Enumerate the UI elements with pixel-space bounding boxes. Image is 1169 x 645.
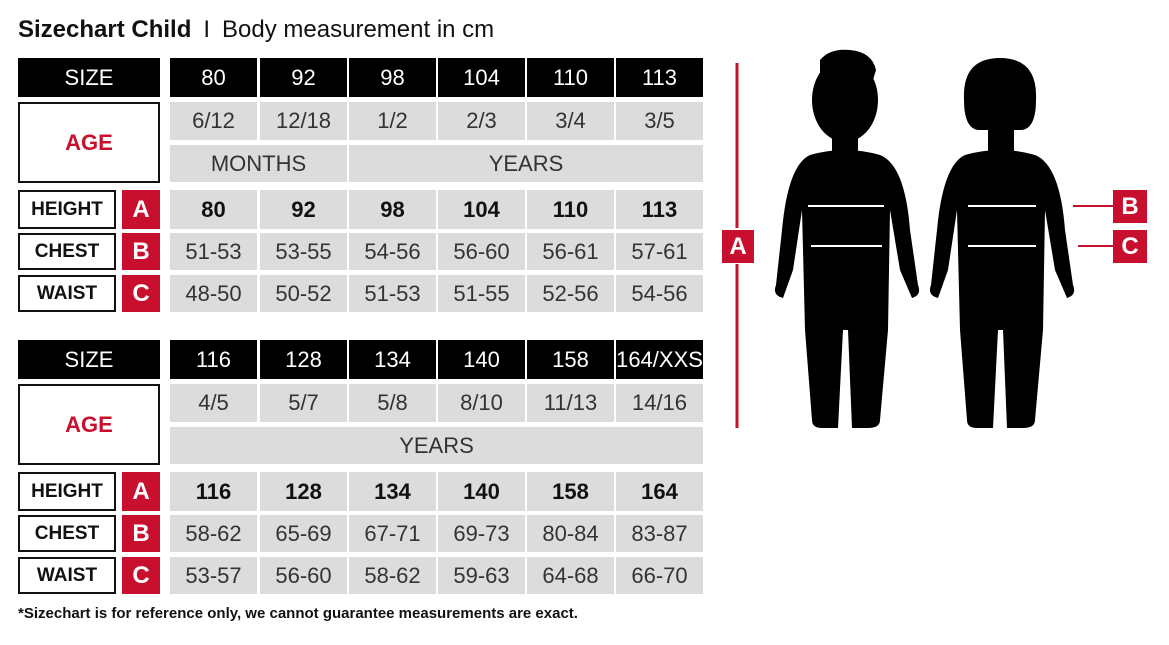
size-cell: 128: [260, 340, 347, 379]
size-cell: 104: [438, 58, 525, 97]
waist-cell: 64-68: [527, 557, 614, 594]
age-cell: 6/12: [170, 102, 257, 140]
footnote: *Sizechart is for reference only, we can…: [18, 605, 578, 622]
height-cell: 104: [438, 190, 525, 229]
size-cell: 116: [170, 340, 257, 379]
chest-cell: 53-55: [260, 233, 347, 270]
waist-label: WAIST: [18, 275, 116, 312]
height-marker-a: A: [122, 190, 160, 229]
age-cell: 3/5: [616, 102, 703, 140]
chest-cell: 57-61: [616, 233, 703, 270]
chest-label: CHEST: [18, 515, 116, 552]
chest-cell: 65-69: [260, 515, 347, 552]
height-cell: 92: [260, 190, 347, 229]
height-marker-a: A: [722, 230, 754, 263]
height-cell: 116: [170, 472, 257, 511]
chest-marker-b: B: [1113, 190, 1147, 223]
title-main: Sizechart Child: [18, 16, 192, 43]
size-cell: 113: [616, 58, 703, 97]
age-cell: 14/16: [616, 384, 703, 422]
size-label: SIZE: [18, 58, 160, 97]
age-cell: 11/13: [527, 384, 614, 422]
age-unit-cell: YEARS: [170, 427, 703, 464]
girl-silhouette-icon: [929, 58, 1075, 428]
age-unit-cell: MONTHS: [170, 145, 347, 182]
size-cell: 92: [260, 58, 347, 97]
title-subtitle: Body measurement in cm: [222, 16, 495, 43]
height-label: HEIGHT: [18, 190, 116, 229]
chest-label: CHEST: [18, 233, 116, 270]
chest-cell: 54-56: [349, 233, 436, 270]
waist-cell: 56-60: [260, 557, 347, 594]
chest-marker-b: B: [122, 515, 160, 552]
size-cell: 158: [527, 340, 614, 379]
waist-cell: 50-52: [260, 275, 347, 312]
age-cell: 8/10: [438, 384, 525, 422]
waist-marker-c: C: [122, 275, 160, 312]
age-label: AGE: [18, 384, 160, 465]
size-cell: 134: [349, 340, 436, 379]
size-cell: 98: [349, 58, 436, 97]
waist-marker-c: C: [1113, 230, 1147, 263]
title-separator: I: [203, 16, 211, 43]
waist-label: WAIST: [18, 557, 116, 594]
size-cell: 140: [438, 340, 525, 379]
height-cell: 140: [438, 472, 525, 511]
waist-cell: 51-53: [349, 275, 436, 312]
waist-cell: 52-56: [527, 275, 614, 312]
size-cell: 110: [527, 58, 614, 97]
height-cell: 98: [349, 190, 436, 229]
height-cell: 110: [527, 190, 614, 229]
chest-cell: 80-84: [527, 515, 614, 552]
waist-cell: 54-56: [616, 275, 703, 312]
chest-cell: 67-71: [349, 515, 436, 552]
waist-cell: 48-50: [170, 275, 257, 312]
chart-title: Sizechart Child I Body measurement in cm: [18, 16, 494, 44]
age-cell: 1/2: [349, 102, 436, 140]
age-cell: 4/5: [170, 384, 257, 422]
age-cell: 5/8: [349, 384, 436, 422]
height-cell: 134: [349, 472, 436, 511]
waist-cell: 51-55: [438, 275, 525, 312]
age-label: AGE: [18, 102, 160, 183]
age-cell: 2/3: [438, 102, 525, 140]
size-label: SIZE: [18, 340, 160, 379]
height-marker-a: A: [122, 472, 160, 511]
chest-cell: 69-73: [438, 515, 525, 552]
waist-cell: 53-57: [170, 557, 257, 594]
chest-cell: 83-87: [616, 515, 703, 552]
age-cell: 12/18: [260, 102, 347, 140]
height-cell: 80: [170, 190, 257, 229]
chest-cell: 56-60: [438, 233, 525, 270]
age-cell: 5/7: [260, 384, 347, 422]
chest-cell: 58-62: [170, 515, 257, 552]
age-unit-cell: YEARS: [349, 145, 703, 182]
height-label: HEIGHT: [18, 472, 116, 511]
chest-cell: 56-61: [527, 233, 614, 270]
waist-marker-c: C: [122, 557, 160, 594]
height-cell: 164: [616, 472, 703, 511]
chest-marker-b: B: [122, 233, 160, 270]
height-cell: 158: [527, 472, 614, 511]
boy-silhouette-icon: [774, 49, 920, 428]
waist-cell: 66-70: [616, 557, 703, 594]
age-cell: 3/4: [527, 102, 614, 140]
waist-cell: 58-62: [349, 557, 436, 594]
waist-cell: 59-63: [438, 557, 525, 594]
size-cell: 164/XXS: [616, 340, 703, 379]
chest-cell: 51-53: [170, 233, 257, 270]
size-cell: 80: [170, 58, 257, 97]
height-cell: 113: [616, 190, 703, 229]
height-cell: 128: [260, 472, 347, 511]
